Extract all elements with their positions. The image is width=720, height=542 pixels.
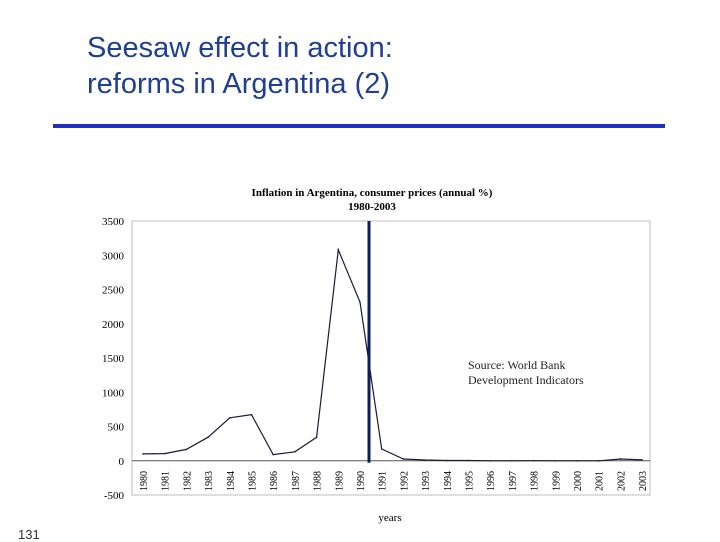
- data-point-2001: [597, 460, 600, 462]
- slide-title-line2: reforms in Argentina (2): [87, 68, 391, 100]
- data-point-1991: [380, 448, 383, 450]
- x-tick-label: 1985: [248, 471, 259, 491]
- x-tick-label: 2001: [595, 471, 606, 491]
- x-tick-label: 2000: [573, 471, 584, 491]
- data-point-1999: [554, 460, 557, 462]
- chart-subtitle: 1980-2003: [348, 201, 396, 213]
- data-point-2003: [641, 459, 643, 461]
- source-annotation-line2: Development Indicators: [468, 373, 584, 387]
- data-point-1982: [185, 448, 188, 451]
- x-tick-label: 1993: [421, 471, 432, 491]
- y-tick-label: 1500: [102, 353, 125, 365]
- y-tick-label: -500: [104, 490, 125, 502]
- data-point-1992: [402, 458, 405, 460]
- slide-title: Seesaw effect in action: reforms in Arge…: [87, 30, 393, 102]
- x-tick-label: 1987: [291, 471, 302, 491]
- slide-number: 131: [18, 527, 40, 542]
- x-tick-label: 1990: [356, 471, 367, 491]
- y-tick-label: 0: [119, 456, 125, 468]
- y-tick-label: 2500: [102, 285, 125, 297]
- x-tick-label: 1986: [269, 471, 280, 491]
- x-tick-label: 2002: [616, 471, 627, 491]
- data-point-2002: [619, 458, 622, 460]
- data-point-1986: [272, 453, 275, 456]
- series-points: [142, 248, 643, 462]
- data-point-1993: [424, 459, 426, 461]
- data-point-1987: [294, 450, 296, 453]
- x-axis-label: years: [378, 512, 401, 524]
- x-tick-label: 1998: [530, 471, 541, 491]
- data-point-2000: [576, 460, 578, 462]
- data-point-1988: [315, 436, 318, 439]
- data-point-1990: [359, 301, 361, 304]
- x-axis: 1980 1981 1982 1983 1984 1985 1986 1987 1988 1989…: [139, 471, 649, 491]
- title-divider: [53, 124, 665, 128]
- chart-title: Inflation in Argentina, consumer prices …: [252, 187, 493, 199]
- x-tick-label: 2003: [638, 471, 649, 491]
- y-tick-label: 3500: [102, 216, 125, 228]
- data-point-1996: [489, 459, 492, 462]
- y-axis: -500 0 500 1000 1500 2000 2500 3000 3500: [102, 216, 125, 502]
- y-tick-label: 2000: [102, 319, 125, 331]
- plot-area: [131, 220, 651, 496]
- x-tick-label: 1992: [399, 471, 410, 491]
- y-tick-label: 500: [108, 422, 125, 434]
- y-tick-label: 1000: [102, 387, 125, 399]
- x-tick-label: 1982: [182, 471, 193, 491]
- source-annotation-line1: Source: World Bank: [468, 358, 565, 372]
- data-point-1984: [229, 417, 231, 419]
- x-tick-label: 1984: [226, 471, 237, 491]
- x-tick-label: 1983: [204, 471, 215, 491]
- x-tick-label: 1980: [139, 471, 150, 491]
- data-point-1997: [511, 459, 513, 462]
- x-tick-label: 1999: [551, 471, 562, 491]
- x-tick-label: 1996: [486, 471, 497, 491]
- data-point-1983: [207, 436, 209, 438]
- data-point-1998: [532, 459, 535, 462]
- x-tick-label: 1997: [508, 471, 519, 491]
- data-point-1981: [163, 452, 166, 455]
- x-tick-label: 1994: [443, 471, 454, 491]
- data-point-1985: [250, 413, 253, 416]
- data-point-1994: [446, 459, 448, 462]
- series-line-inflation: [142, 247, 643, 462]
- x-tick-label: 1981: [161, 471, 172, 491]
- x-tick-label: 1991: [378, 471, 389, 491]
- data-point-1980: [142, 453, 144, 455]
- data-point-1989: [337, 248, 340, 251]
- x-tick-label: 1989: [334, 471, 345, 491]
- slide-title-line1: Seesaw effect in action:: [87, 32, 393, 64]
- x-tick-label: 1988: [313, 471, 324, 491]
- x-tick-label: 1995: [465, 471, 476, 491]
- y-tick-label: 3000: [102, 250, 125, 262]
- data-point-1995: [467, 459, 470, 462]
